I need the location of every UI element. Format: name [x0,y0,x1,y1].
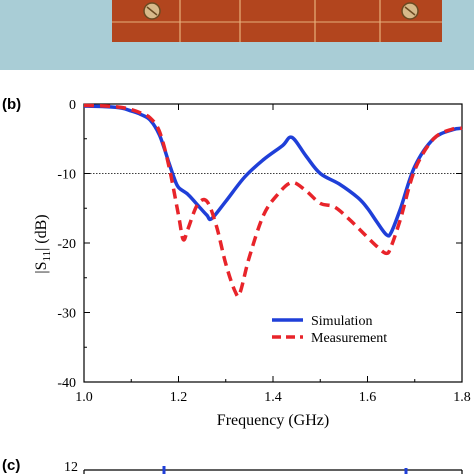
pcb-board [112,0,442,42]
s11-chart: 1.0 1.2 1.4 1.6 1.8 0 -10 -20 -30 -40 Frequency (… [33,98,471,429]
x-tick-label: 1.4 [264,390,282,405]
x-tick-label: 1.8 [453,390,471,405]
legend: Simulation Measurement [272,314,387,346]
screw-slot [404,6,416,16]
pcb-screws [143,2,419,20]
series-layer [83,103,463,299]
y-tick-label: 0 [69,98,76,113]
x-tick-label: 1.0 [75,390,93,405]
series-line-simulation [83,104,463,238]
panel-label-b: (b) [2,96,21,113]
panel-label-c: (c) [2,457,20,474]
y-tick-label: -30 [57,307,76,322]
screw-slot [146,6,158,16]
tick-layer: 1.0 1.2 1.4 1.6 1.8 0 -10 -20 -30 -40 [57,98,470,405]
x-tick-label: 1.2 [170,390,188,405]
x-tick-label: 1.6 [359,390,377,405]
series-line-measurement [83,103,463,299]
y-axis-label: |S11| (dB) [33,214,53,273]
y-tick-label: -10 [57,168,76,183]
chart-c-ytick-12: 12 [64,460,78,474]
y-tick-label: -20 [57,237,76,252]
plot-frame [83,103,463,383]
x-axis-label: Frequency (GHz) [217,412,329,429]
legend-label-measurement: Measurement [311,331,387,346]
y-tick-label: -40 [57,376,76,391]
legend-label-simulation: Simulation [311,314,372,329]
pcb-grid-lines [112,0,442,42]
antenna-photo [0,0,474,70]
chart-c-partial: 12 [64,460,463,474]
